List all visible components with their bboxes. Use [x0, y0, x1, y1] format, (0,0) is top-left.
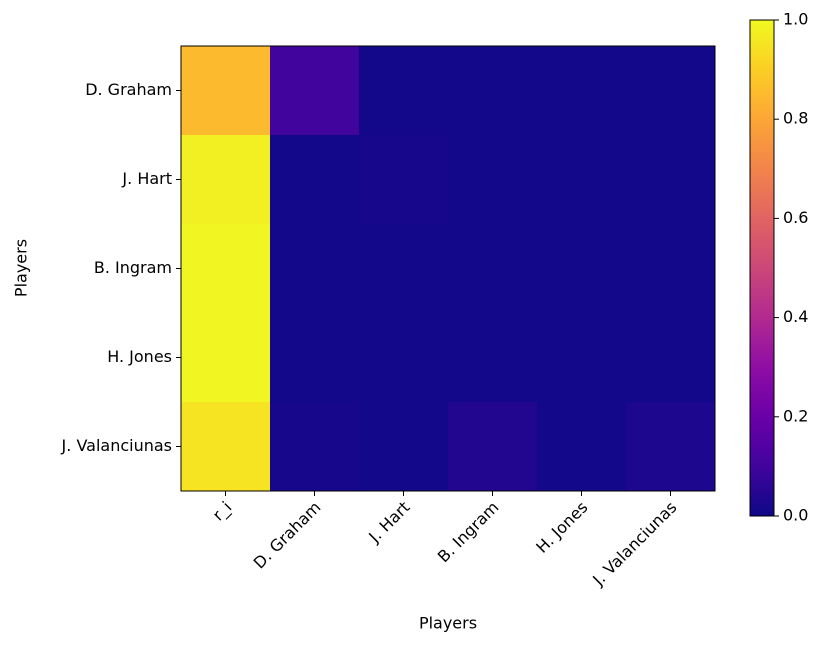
heatmap-cell [181, 135, 271, 225]
heatmap-cell [270, 135, 360, 225]
heatmap-cell [626, 46, 716, 136]
x-tick-label: J. Valanciunas [588, 498, 680, 590]
y-tick-label: D. Graham [85, 80, 172, 99]
heatmap-cell [181, 46, 271, 136]
heatmap-cell [359, 46, 449, 136]
x-tick-label: r_i [209, 498, 237, 526]
y-axis-label: Players [12, 239, 31, 297]
heatmap-cell [537, 402, 627, 492]
y-tick-label: J. Valanciunas [61, 436, 172, 455]
colorbar-tick-label: 0.0 [783, 506, 808, 525]
heatmap-cell [270, 224, 360, 314]
heatmap-cell [448, 46, 538, 136]
heatmap-cell [270, 313, 360, 403]
heatmap-cell [270, 46, 360, 136]
heatmap-cell [537, 224, 627, 314]
heatmap-cell [359, 402, 449, 492]
x-tick-label: J. Hart [364, 498, 413, 547]
y-tick-label: B. Ingram [94, 258, 172, 277]
y-tick-label: J. Hart [121, 169, 172, 188]
heatmap-cell [626, 402, 716, 492]
heatmap-cell [537, 313, 627, 403]
colorbar-tick-label: 0.6 [783, 208, 808, 227]
heatmap-cell [626, 135, 716, 225]
heatmap-cell [359, 224, 449, 314]
heatmap-cell [626, 224, 716, 314]
colorbar-tick-label: 0.2 [783, 406, 808, 425]
heatmap-cell [537, 135, 627, 225]
heatmap-cell [181, 313, 271, 403]
heatmap-cell [448, 135, 538, 225]
heatmap-cell [448, 313, 538, 403]
colorbar-tick-label: 0.4 [783, 307, 808, 326]
heatmap-cell [270, 402, 360, 492]
colorbar [749, 19, 775, 517]
x-tick-label: B. Ingram [434, 498, 503, 567]
heatmap-cell [359, 313, 449, 403]
heatmap-cell [181, 224, 271, 314]
x-axis-label: Players [419, 614, 477, 633]
heatmap-cell [448, 402, 538, 492]
x-tick-label: H. Jones [532, 498, 591, 557]
heatmap-cell [448, 224, 538, 314]
heatmap-cell [537, 46, 627, 136]
heatmap-cell [181, 402, 271, 492]
colorbar-tick-label: 0.8 [783, 109, 808, 128]
heatmap-cell [359, 135, 449, 225]
y-tick-label: H. Jones [107, 347, 172, 366]
heatmap-cell [626, 313, 716, 403]
x-tick-label: D. Graham [250, 498, 325, 573]
colorbar-tick-label: 1.0 [783, 10, 808, 29]
